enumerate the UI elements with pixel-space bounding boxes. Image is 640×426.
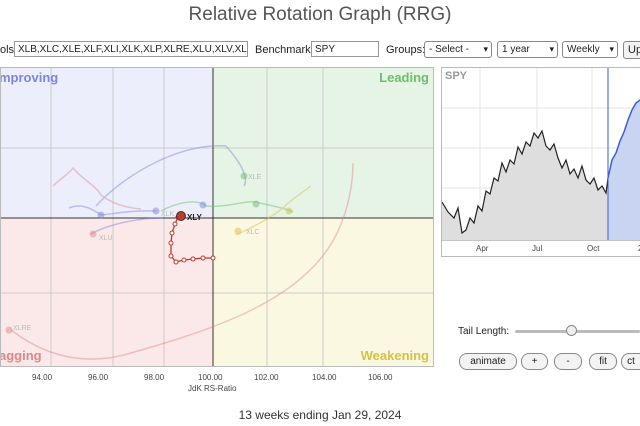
head-leading-2 xyxy=(252,200,260,208)
faded-label: XLRE xyxy=(13,325,32,332)
x-tick-label: 106.00 xyxy=(368,373,393,382)
head-improving-2 xyxy=(152,207,160,215)
tail-point xyxy=(173,259,179,265)
benchmark-area xyxy=(442,131,608,240)
tail-point xyxy=(190,256,196,262)
chevron-down-icon: ▾ xyxy=(609,44,614,54)
tail-leading-1 xyxy=(160,200,294,213)
head-leading-1 xyxy=(240,172,248,180)
quadrant-label-lagging: agging xyxy=(0,348,42,363)
xly-tail[interactable]: XLY xyxy=(168,211,216,265)
interval-select[interactable]: Weekly ▾ xyxy=(562,41,618,58)
rrg-chart[interactable]: XLRE XLU XLC XLK XLE XLY xyxy=(0,67,434,367)
center-button[interactable]: ct xyxy=(621,353,640,370)
tail-length-slider[interactable] xyxy=(515,330,640,333)
x-tick-label: 102.00 xyxy=(254,373,279,382)
tail-point xyxy=(168,240,174,246)
chevron-down-icon: ▾ xyxy=(483,44,488,54)
tail-point xyxy=(181,257,187,263)
x-tick-label: 98.00 xyxy=(144,373,165,382)
chevron-down-icon: ▾ xyxy=(549,44,554,54)
tail-lagging-upper xyxy=(52,166,142,210)
tail-improving-2 xyxy=(90,217,164,235)
page-title: Relative Rotation Graph (RRG) xyxy=(188,4,452,25)
head-lagging-2 xyxy=(89,230,97,238)
update-button[interactable]: Up xyxy=(623,41,640,59)
tail-point xyxy=(168,253,174,259)
benchmark-symbol-label: SPY xyxy=(445,70,468,82)
xly-label: XLY xyxy=(187,213,202,222)
benchmark-input[interactable]: SPY xyxy=(311,41,379,57)
quadrant-label-improving: mproving xyxy=(0,70,59,85)
period-select[interactable]: 1 year ▾ xyxy=(497,41,558,58)
x-tick-label: 96.00 xyxy=(88,373,109,382)
faded-label: XLU xyxy=(99,235,113,242)
faded-heads xyxy=(5,172,293,334)
head-improving-3 xyxy=(199,201,207,209)
faded-label: XLC xyxy=(246,229,260,236)
x-tick-label: 100.00 xyxy=(198,373,223,382)
xly-head[interactable] xyxy=(176,211,186,221)
tail-point xyxy=(169,230,175,236)
tail-length-slider-handle[interactable] xyxy=(565,325,577,336)
symbols-label: ols: xyxy=(0,44,18,56)
x-tick-label: 94.00 xyxy=(32,373,53,382)
tail-weakening-1 xyxy=(235,185,312,236)
month-tick-label: 2 xyxy=(638,244,640,253)
groups-select[interactable]: - Select - ▾ xyxy=(424,41,492,58)
zoom-in-button[interactable]: + xyxy=(521,353,548,370)
month-tick-label: Jul xyxy=(532,244,543,253)
xly-tail-points xyxy=(168,214,216,265)
tail-point xyxy=(210,255,216,261)
zoom-out-button[interactable]: - xyxy=(554,353,582,370)
benchmark-plot xyxy=(442,68,640,241)
head-improving-1 xyxy=(97,211,105,219)
faded-label: XLK xyxy=(161,211,175,218)
tail-point xyxy=(172,221,178,227)
fit-button[interactable]: fit xyxy=(589,353,617,370)
benchmark-label: Benchmark: xyxy=(255,44,314,56)
head-weakening-2 xyxy=(234,227,242,235)
quadrant-label-leading: Leading xyxy=(379,70,429,85)
month-tick-label: Apr xyxy=(476,244,489,253)
month-tick-label: Oct xyxy=(587,244,600,253)
benchmark-chart: SPY Apr Jul Oct 2 xyxy=(441,67,640,257)
groups-label: Groups: xyxy=(386,44,426,56)
quadrant-improving xyxy=(1,68,213,218)
benchmark-area-tail xyxy=(608,100,640,240)
animate-button[interactable]: animate xyxy=(459,353,517,370)
x-axis-label: JdK RS-Ratio xyxy=(188,384,237,393)
interval-select-value: Weekly xyxy=(567,44,600,55)
toolbar: ols: XLB,XLC,XLE,XLF,XLI,XLK,XLP,XLRE,XL… xyxy=(0,41,640,61)
tail-point xyxy=(200,255,206,261)
x-tick-label: 104.00 xyxy=(312,373,337,382)
faded-tails xyxy=(10,145,354,360)
head-weakening-1 xyxy=(285,207,293,215)
head-lagging xyxy=(5,326,13,334)
groups-select-value: - Select - xyxy=(429,44,470,55)
tail-lagging-long xyxy=(10,162,354,360)
tail-improving-3 xyxy=(95,145,247,207)
quadrant-lagging xyxy=(1,218,213,366)
faded-symbol-labels: XLRE XLU XLC XLK XLE xyxy=(13,174,262,332)
faded-label: XLE xyxy=(248,174,262,181)
benchmark-line-history xyxy=(442,129,609,235)
symbols-input[interactable]: XLB,XLC,XLE,XLF,XLI,XLK,XLP,XLRE,XLU,XLV… xyxy=(14,41,248,57)
date-range-caption: 13 weeks ending Jan 29, 2024 xyxy=(238,408,402,422)
quadrant-label-weakening: Weakening xyxy=(360,348,429,363)
rrg-plot: XLRE XLU XLC XLK XLE XLY xyxy=(1,68,433,366)
benchmark-line-tail xyxy=(607,99,640,179)
tail-length-label: Tail Length: xyxy=(458,326,510,337)
period-select-value: 1 year xyxy=(502,44,530,55)
